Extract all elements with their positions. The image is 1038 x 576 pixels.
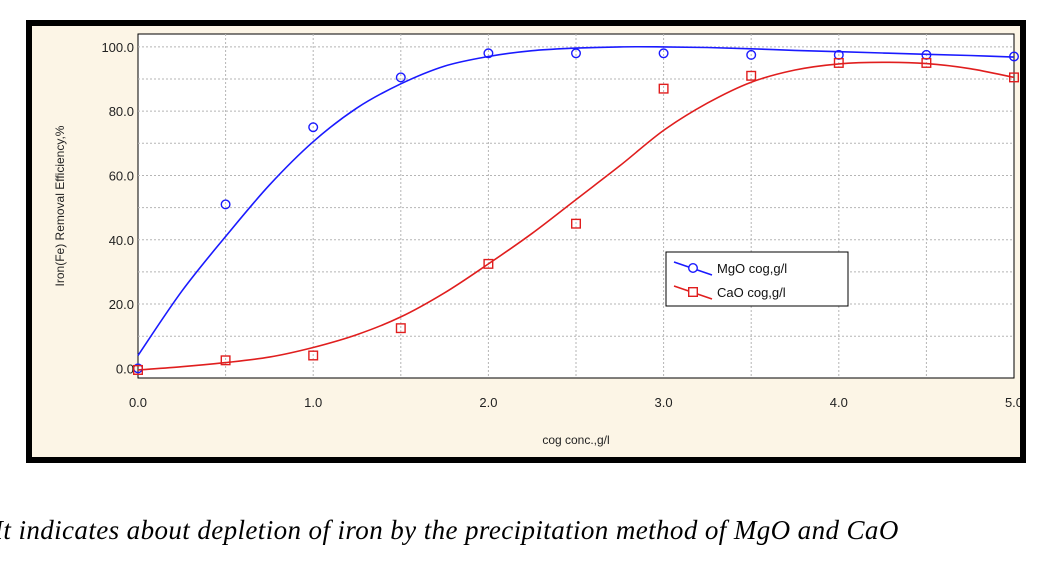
x-axis-label: cog conc.,g/l <box>542 433 609 447</box>
x-tick-label: 2.0 <box>479 395 497 410</box>
mgo-fit-curve <box>137 45 1015 356</box>
mgo-data-point <box>395 72 406 83</box>
x-tick-label: 3.0 <box>655 395 673 410</box>
mgo-data-point <box>746 49 757 60</box>
y-tick-label: 60.0 <box>109 168 134 183</box>
y-tick-label: 100.0 <box>101 40 134 55</box>
mgo-data-point <box>571 48 582 59</box>
y-tick-label: 80.0 <box>109 104 134 119</box>
chart: 0.0 1.0 2.0 3.0 4.0 5.0 0.0 20.0 40.0 60.0 80.0 100… <box>53 33 1020 447</box>
y-axis-label: Iron(Fe) Removal Efficiency,% <box>53 125 67 286</box>
grid <box>138 34 1014 378</box>
cao-data-point <box>132 364 143 375</box>
cao-data-point <box>1009 72 1020 83</box>
x-tick-label: 1.0 <box>304 395 322 410</box>
legend-label-mgo: MgO cog,g/l <box>717 261 787 276</box>
mgo-data-point <box>308 122 319 133</box>
mgo-data-point <box>483 48 494 59</box>
mgo-data-point <box>1009 51 1020 62</box>
legend-label-cao: CaO cog,g/l <box>717 285 786 300</box>
fit-curves <box>137 45 1015 371</box>
caption-text: It indicates about depletion of iron by … <box>0 515 899 545</box>
y-tick-label: 20.0 <box>109 297 134 312</box>
legend: MgO cog,g/l CaO cog,g/l <box>665 251 849 307</box>
y-tick-label: 0.0 <box>116 361 134 376</box>
data-points <box>132 48 1020 375</box>
caption: It indicates about depletion of iron by … <box>0 515 1038 555</box>
cao-data-point <box>571 218 582 229</box>
mgo-data-point <box>658 48 669 59</box>
cao-data-point <box>308 350 319 361</box>
cao-data-point <box>746 70 757 81</box>
cao-data-point <box>483 258 494 269</box>
x-tick-label: 4.0 <box>830 395 848 410</box>
legend-marker-mgo <box>688 262 699 273</box>
y-tick-label: 40.0 <box>109 233 134 248</box>
cao-data-point <box>921 57 932 68</box>
cao-data-point <box>658 83 669 94</box>
cao-data-point <box>220 355 231 366</box>
cao-data-point <box>395 323 406 334</box>
cao-fit-curve <box>137 61 1015 371</box>
x-tick-label: 0.0 <box>129 395 147 410</box>
x-tick-label: 5.0 <box>1005 395 1020 410</box>
cao-data-point <box>833 57 844 68</box>
legend-marker-cao <box>688 287 699 298</box>
axis-ticks: 0.0 1.0 2.0 3.0 4.0 5.0 0.0 20.0 40.0 60.0 80.0 100… <box>101 40 1020 410</box>
mgo-data-point <box>220 199 231 210</box>
